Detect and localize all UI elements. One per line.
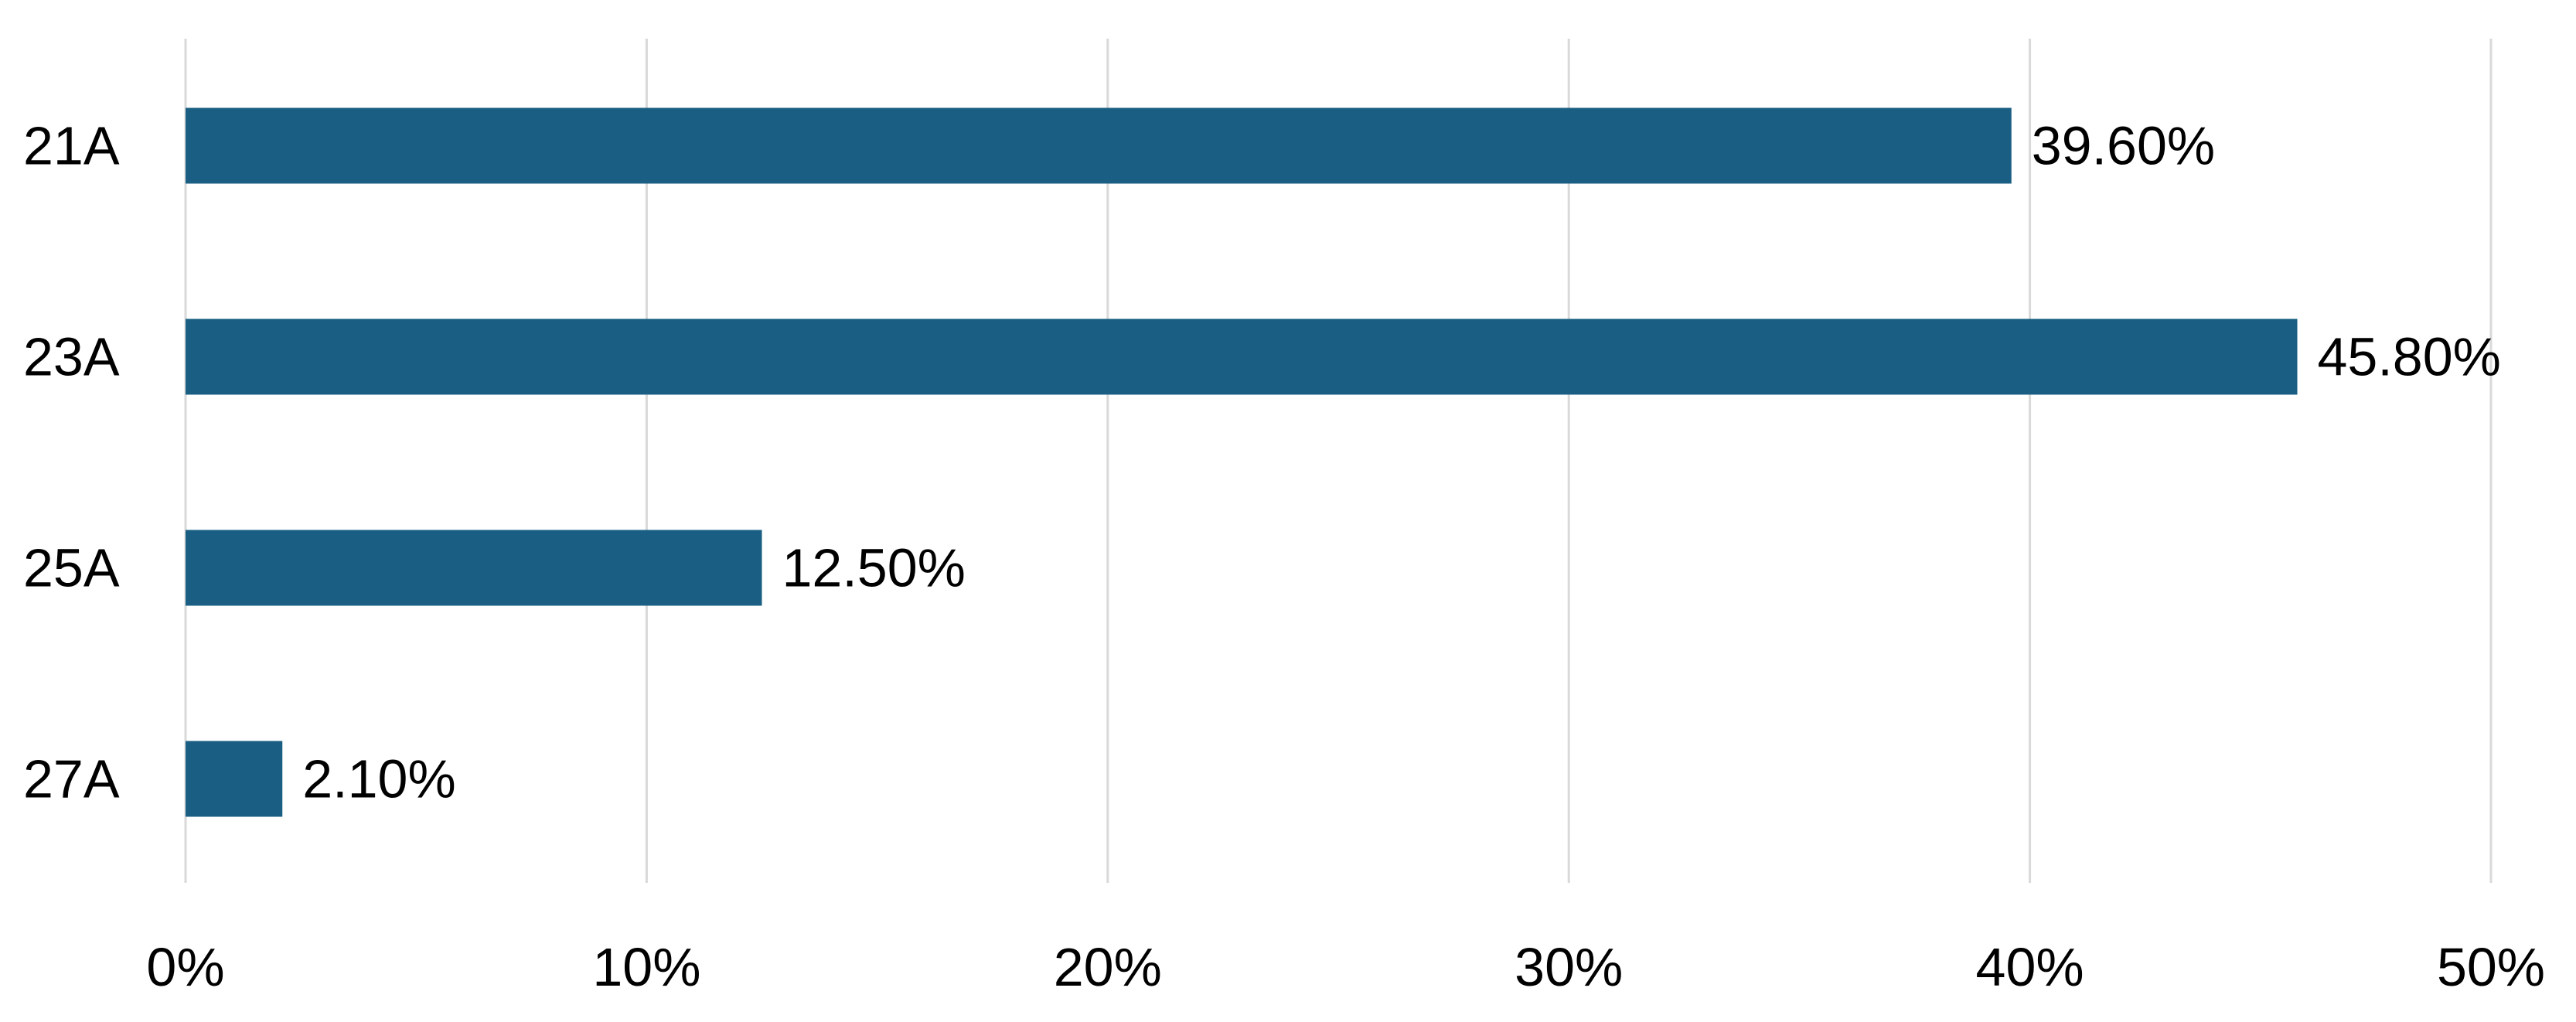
bar-23A [186,319,2298,395]
bar-25A [186,530,762,606]
data-label: 12.50% [782,538,966,598]
category-label: 21A [23,116,120,176]
bars [186,107,2298,817]
category-label: 25A [23,538,120,598]
x-tick-label: 10% [592,937,700,997]
category-label: 27A [23,749,120,809]
data-label: 39.60% [2032,116,2215,176]
x-tick-label: 40% [1976,937,2084,997]
bar-27A [186,741,283,817]
labels: 0% 10% 20% 30% 40% 50% 21A 39.60% 23A 45.80% 25A 12… [23,116,2545,998]
x-tick-label: 0% [146,937,224,997]
x-tick-label: 30% [1515,937,1623,997]
x-tick-label: 20% [1054,937,1162,997]
category-label: 23A [23,327,120,387]
bar-21A [186,107,2012,184]
data-label: 2.10% [302,749,455,809]
data-label: 45.80% [2318,327,2501,387]
x-tick-label: 50% [2437,937,2545,997]
